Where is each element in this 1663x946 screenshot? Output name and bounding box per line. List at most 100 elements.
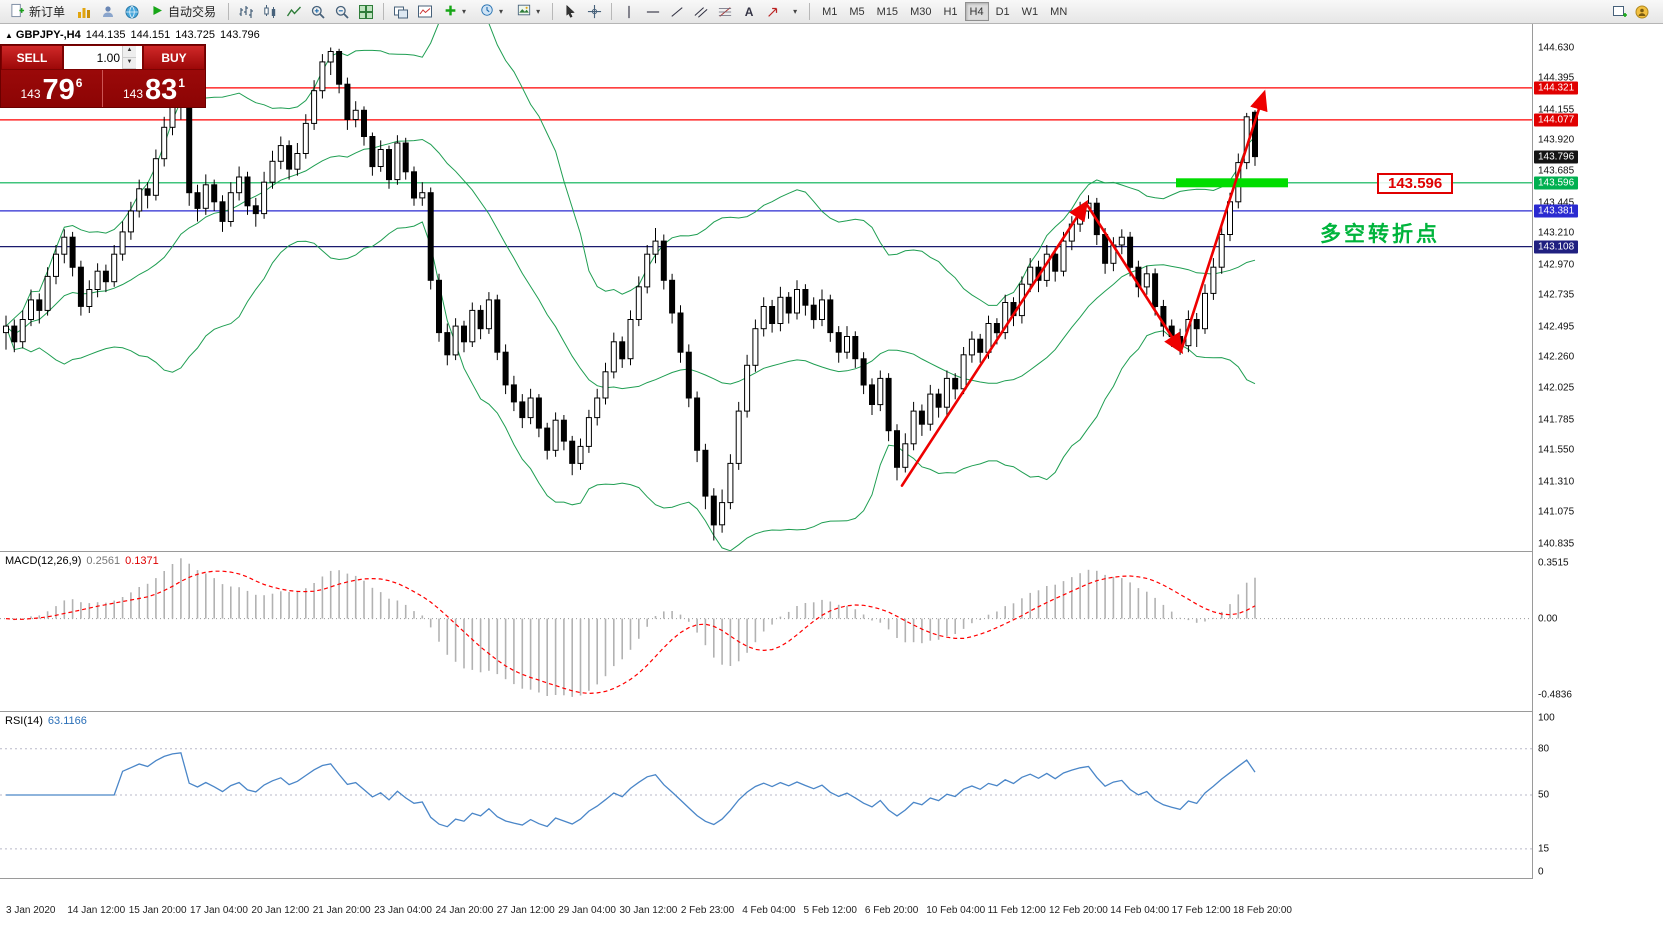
time-axis-label: 5 Feb 12:00	[803, 905, 857, 916]
shapes-dropdown-button[interactable]: ▾	[786, 1, 803, 22]
trendline-tool-icon[interactable]	[666, 1, 688, 22]
time-axis-label: 14 Feb 04:00	[1110, 905, 1170, 916]
rsi-indicator-pane[interactable]	[0, 712, 1532, 878]
timeframe-button-mn[interactable]: MN	[1045, 2, 1072, 21]
price-tick-label: 141.310	[1538, 476, 1575, 488]
new-order-button[interactable]: 新订单	[4, 1, 71, 22]
toolbar-separator	[809, 3, 811, 20]
time-axis[interactable]: 3 Jan 2020 14 Jan 12:00 15 Jan 20:00 17 Jan…	[0, 879, 1663, 946]
tile-windows-icon[interactable]	[355, 1, 377, 22]
toolbar-separator	[383, 3, 385, 20]
charts-icon[interactable]	[73, 1, 95, 22]
sell-price-point: 6	[75, 76, 83, 90]
template-button[interactable]: ▾	[511, 1, 546, 22]
time-axis-label: 10 Feb 04:00	[926, 905, 986, 916]
macd-axis-label: 0.3515	[1538, 557, 1569, 569]
navigator-icon[interactable]	[121, 1, 143, 22]
price-tick-label: 142.735	[1538, 289, 1575, 301]
chart-window: ▲ GBPJPY-,H4 144.135 144.151 143.725 143.796 …	[0, 24, 1663, 946]
price-tick-label: 143.445	[1538, 197, 1575, 208]
time-axis-label: 20 Jan 12:00	[251, 905, 310, 916]
volume-down-icon[interactable]: ▼	[123, 57, 136, 69]
price-tick-label: 144.630	[1538, 42, 1575, 54]
zoom-out-icon[interactable]	[331, 1, 353, 22]
timeframe-button-m30[interactable]: M30	[905, 2, 936, 21]
toolbar-right-group	[1609, 1, 1653, 22]
new-chart-window-icon[interactable]	[1609, 1, 1631, 22]
indicator-window-icon[interactable]	[414, 1, 436, 22]
cursor-icon[interactable]	[559, 1, 581, 22]
autotrading-button[interactable]: 自动交易	[145, 1, 222, 22]
period-selector-button[interactable]: ▾	[474, 1, 509, 22]
zoom-in-icon[interactable]	[307, 1, 329, 22]
candlestick-chart-type-icon[interactable]	[259, 1, 281, 22]
price-badge: 143.381	[1534, 204, 1579, 218]
macd-axis-label: -0.4836	[1538, 689, 1572, 701]
pane-splitter[interactable]	[0, 711, 1663, 712]
buy-price-figure: 143	[123, 87, 144, 101]
time-axis-label: 21 Jan 20:00	[312, 905, 371, 916]
chevron-down-icon: ▾	[793, 7, 798, 16]
add-indicator-button[interactable]: ▾	[438, 1, 472, 22]
buy-button[interactable]: BUY	[143, 45, 205, 70]
macd-label: MACD(12,26,9) 0.2561 0.1371	[5, 555, 159, 567]
price-badge: 143.796	[1534, 150, 1579, 164]
main-price-chart[interactable]	[0, 24, 1532, 551]
template-image-icon	[517, 3, 531, 20]
timeframe-button-d1[interactable]: D1	[991, 2, 1015, 21]
time-axis-label: 30 Jan 12:00	[619, 905, 678, 916]
price-axis[interactable]: 144.630 144.395 144.155 143.920 143.685 143.4…	[1532, 24, 1663, 946]
one-click-toggle-icon[interactable]: ▲	[5, 31, 13, 40]
price-level-annotation[interactable]: 143.596	[1377, 173, 1454, 194]
horizontal-line-tool-icon[interactable]	[642, 1, 664, 22]
channel-tool-icon[interactable]	[690, 1, 712, 22]
one-click-trading-panel: SELL ▲ ▼ BUY 143 79 6 143 83 1	[0, 44, 206, 108]
timeframe-button-h1[interactable]: H1	[938, 2, 962, 21]
symbol-ohlc-line: ▲ GBPJPY-,H4 144.135 144.151 143.725 143.796	[5, 29, 260, 41]
sell-price[interactable]: 143 79 6	[1, 70, 103, 107]
timeframe-button-w1[interactable]: W1	[1017, 2, 1044, 21]
ohlc-high: 144.151	[130, 29, 171, 41]
rsi-axis-label: 50	[1538, 789, 1550, 801]
buy-price[interactable]: 143 83 1	[103, 70, 205, 107]
crosshair-icon[interactable]	[583, 1, 605, 22]
volume-box: ▲ ▼	[63, 45, 143, 70]
text-tool-icon[interactable]: A	[744, 4, 754, 19]
timeframe-button-m1[interactable]: M1	[817, 2, 842, 21]
time-axis-label: 29 Jan 04:00	[558, 905, 616, 916]
timeframe-button-h4[interactable]: H4	[964, 2, 989, 21]
market-watch-icon[interactable]	[97, 1, 119, 22]
timeframe-button-m5[interactable]: M5	[844, 2, 869, 21]
price-tick-label: 144.395	[1538, 72, 1575, 84]
price-tick-label: 140.835	[1538, 538, 1575, 550]
rsi-label: RSI(14) 63.1166	[5, 715, 87, 727]
price-tick-label: 142.025	[1538, 382, 1575, 394]
toolbar: 新订单 自动交易 ▾ ▾ ▾ A ▾ M1 M5 M15 M30 H1 H4 D1 W1 MN	[0, 0, 1663, 24]
bar-chart-type-icon[interactable]	[235, 1, 257, 22]
community-icon[interactable]	[1631, 1, 1653, 22]
fibonacci-tool-icon[interactable]	[714, 1, 736, 22]
turning-point-annotation[interactable]: 多空转折点	[1320, 223, 1440, 246]
macd-indicator-pane[interactable]	[0, 552, 1532, 711]
pane-splitter[interactable]	[0, 878, 1663, 879]
pane-splitter[interactable]	[0, 551, 1663, 552]
time-axis-label: 15 Jan 20:00	[128, 905, 187, 916]
arrows-tool-icon[interactable]	[762, 1, 784, 22]
time-axis-label: 6 Feb 20:00	[864, 905, 919, 916]
time-axis-label: 12 Feb 20:00	[1048, 905, 1108, 916]
macd-name: MACD(12,26,9)	[5, 555, 82, 567]
volume-up-icon[interactable]: ▲	[123, 46, 136, 58]
volume-input[interactable]	[64, 46, 122, 69]
line-chart-type-icon[interactable]	[283, 1, 305, 22]
timeframe-button-m15[interactable]: M15	[872, 2, 903, 21]
time-axis-label: 27 Jan 12:00	[496, 905, 555, 916]
volume-spinner: ▲ ▼	[122, 46, 136, 69]
macd-main-value: 0.2561	[86, 555, 121, 567]
arrange-windows-icon[interactable]	[390, 1, 412, 22]
chevron-down-icon: ▾	[499, 7, 504, 16]
price-tick-label: 141.550	[1538, 444, 1575, 456]
sell-button[interactable]: SELL	[1, 45, 63, 70]
vertical-line-tool-icon[interactable]	[618, 1, 640, 22]
rsi-name: RSI(14)	[5, 715, 43, 727]
ohlc-open: 144.135	[85, 29, 126, 41]
